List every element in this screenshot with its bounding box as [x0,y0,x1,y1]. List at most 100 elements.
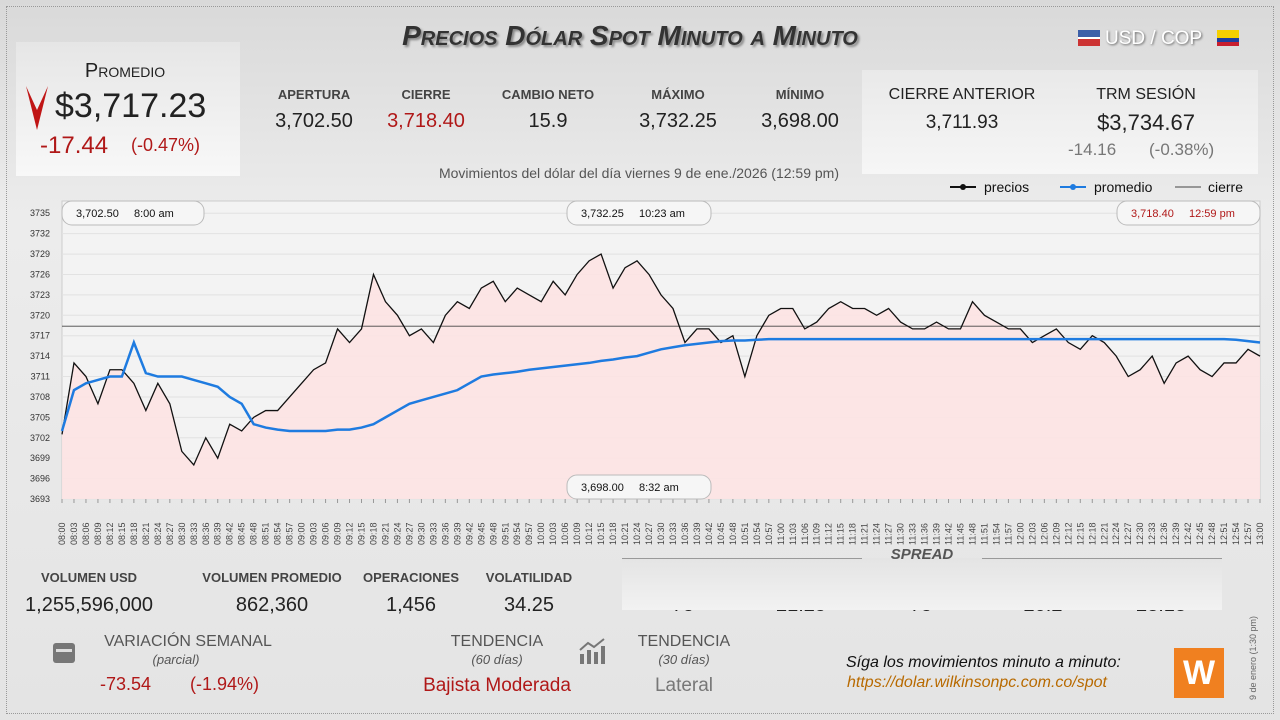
x-tick-label: 12:57 [1243,522,1253,545]
summary-label: CAMBIO NETO [501,87,595,102]
legend-label: precios [984,179,1029,195]
x-tick-label: 10:06 [560,522,570,545]
annotation-box [61,200,205,226]
promedio-value: $3,717.23 [55,87,207,125]
trend30-value: Lateral [654,675,714,696]
x-tick-label: 08:00 [57,522,67,545]
x-tick-label: 09:15 [357,522,367,545]
x-tick-label: 11:30 [896,523,906,545]
spread-rule [622,558,862,559]
x-tick-label: 09:42 [464,522,474,545]
y-tick-label: 3732 [30,229,50,239]
summary-label: APERTURA [277,87,351,102]
annotation-time: 8:32 am [639,482,679,494]
y-tick-label: 3702 [30,433,50,443]
y-tick-label: 3714 [30,351,50,361]
x-tick-label: 12:45 [1195,522,1205,545]
x-tick-label: 11:15 [836,523,846,545]
x-tick-label: 09:09 [333,522,343,545]
x-tick-label: 11:48 [967,523,977,545]
x-tick-label: 08:48 [249,522,259,545]
y-tick-label: 3708 [30,392,50,402]
y-tick-label: 3723 [30,290,50,300]
x-tick-label: 08:30 [177,522,187,545]
stat-label: VOLUMEN USD [40,570,138,585]
x-tick-label: 12:36 [1159,522,1169,545]
weekly-pct: (-1.94%) [190,674,260,694]
x-tick-label: 09:51 [500,522,510,545]
x-tick-label: 10:39 [692,522,702,545]
x-tick-label: 09:27 [404,522,414,545]
spread-rule [982,558,1222,559]
annotation-box [566,474,712,500]
x-tick-label: 12:06 [1039,522,1049,545]
x-tick-label: 11:33 [908,523,918,545]
x-tick-label: 08:18 [129,522,139,545]
x-tick-label: 12:15 [1075,522,1085,545]
weekly-change: -73.54 [100,674,152,694]
x-tick-label: 12:03 [1027,522,1037,545]
x-tick-label: 08:45 [237,522,247,545]
x-tick-label: 12:09 [1051,522,1061,545]
calendar-icon [53,643,75,663]
annotation-price: 3,718.40 [1131,208,1174,220]
annotation-box [1116,200,1261,226]
weekly-note: (parcial) [152,652,200,667]
x-tick-label: 08:33 [189,522,199,545]
x-tick-label: 12:00 [1015,522,1025,545]
x-tick-label: 09:12 [345,522,355,545]
trend60-note: (60 días) [471,652,523,667]
promo-link[interactable]: https://dolar.wilkinsonpc.com.co/spot [847,674,1107,691]
x-tick-label: 09:24 [392,522,402,545]
annotation-time: 8:00 am [134,208,174,220]
x-tick-label: 08:12 [105,522,115,545]
x-tick-label: 11:21 [860,523,870,545]
summary-label: CIERRE [401,87,451,102]
x-tick-label: 10:51 [740,522,750,545]
stat-value: 34.25 [503,594,555,616]
x-tick-label: 11:36 [920,523,930,545]
x-tick-label: 11:06 [800,523,810,545]
y-tick-label: 3696 [30,474,50,484]
x-tick-label: 08:54 [273,522,283,545]
x-tick-label: 12:27 [1123,522,1133,545]
legend-dot [1070,184,1076,190]
flag-co [1217,30,1239,46]
x-tick-label: 08:36 [201,522,211,545]
x-tick-label: 10:48 [728,522,738,545]
x-tick-label: 11:51 [979,523,989,545]
trend30-note: (30 días) [658,652,710,667]
x-tick-label: 09:18 [368,522,378,545]
x-tick-label: 11:45 [956,523,966,545]
summary-value: 3,718.40 [387,110,465,132]
x-tick-label: 12:48 [1207,522,1217,545]
x-tick-label: 09:48 [488,522,498,545]
x-tick-label: 08:51 [261,522,271,545]
x-tick-label: 10:12 [584,522,594,545]
promedio-change: -17.44 [40,132,109,159]
weekly-label: VARIACIÓN SEMANAL [104,633,272,650]
x-tick-label: 08:21 [141,522,151,545]
x-tick-label: 11:09 [812,523,822,545]
x-tick-label: 12:33 [1147,522,1157,545]
legend-dot [960,184,966,190]
x-tick-label: 12:24 [1111,522,1121,545]
x-tick-label: 09:57 [524,522,534,545]
x-tick-label: 11:54 [991,523,1001,545]
x-tick-label: 08:42 [225,522,235,545]
x-tick-label: 12:51 [1219,522,1229,545]
trend60-label: TENDENCIA [450,633,544,650]
x-tick-label: 10:42 [704,522,714,545]
y-tick-label: 3729 [30,249,50,259]
x-tick-label: 08:15 [117,522,127,545]
trm-change: -14.16 [1068,140,1117,159]
previous-panel [862,70,1258,174]
y-tick-label: 3693 [30,494,50,504]
side-note: 9 de enero (1:30 pm) [1248,615,1258,700]
x-tick-label: 10:09 [572,522,582,545]
x-tick-label: 10:21 [620,522,630,545]
x-tick-label: 08:24 [153,522,163,545]
annotation-price: 3,698.00 [581,482,624,494]
trm-value: $3,734.67 [1097,110,1195,135]
